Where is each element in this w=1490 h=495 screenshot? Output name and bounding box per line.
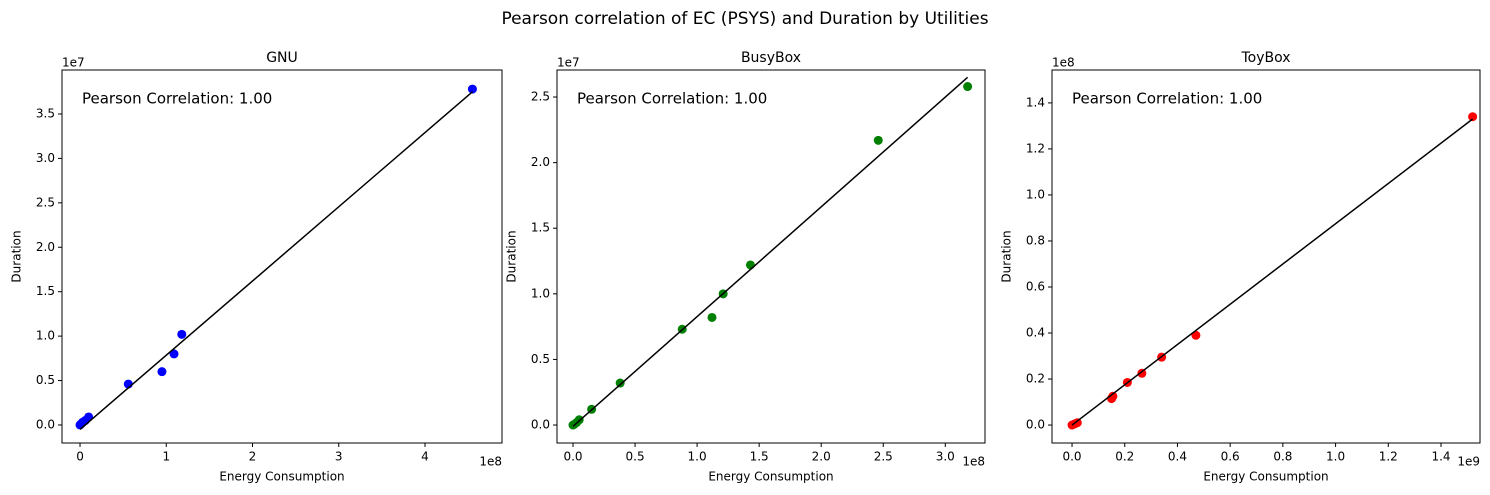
- x-tick-label: 1.4: [1431, 450, 1450, 464]
- point: [157, 367, 167, 377]
- annotation: Pearson Correlation: 1.00: [577, 90, 767, 108]
- y-tick-label: 1.5: [36, 284, 55, 298]
- y-tick-label: 1.0: [1026, 187, 1045, 201]
- x-tick-label: 0.8: [1273, 450, 1292, 464]
- subplot-title: ToyBox: [1240, 50, 1290, 66]
- subplot-title: BusyBox: [741, 50, 801, 66]
- x-tick-label: 0.5: [626, 450, 645, 464]
- y-tick-label: 1.5: [531, 221, 550, 235]
- x-axis-label: Energy Consumption: [708, 470, 833, 484]
- y-axis-label: Duration: [1000, 230, 1014, 282]
- y-tick-label: 1.0: [36, 329, 55, 343]
- y-offset-label: 1e7: [557, 56, 580, 70]
- figure-title: Pearson correlation of EC (PSYS) and Dur…: [501, 9, 988, 29]
- x-tick-label: 1.2: [1379, 450, 1398, 464]
- axes-frame: [556, 69, 986, 444]
- x-tick-label: 1.0: [1326, 450, 1345, 464]
- y-tick-label: 2.5: [36, 195, 55, 209]
- trend-line: [79, 91, 473, 430]
- y-tick-label: 0.2: [1026, 372, 1045, 386]
- y-tick-label: 2.5: [531, 90, 550, 104]
- x-tick-label: 3: [335, 450, 343, 464]
- x-axis-label: Energy Consumption: [1203, 470, 1328, 484]
- x-tick-label: 2.0: [812, 450, 831, 464]
- x-tick-label: 0.4: [1168, 450, 1187, 464]
- point: [467, 84, 477, 94]
- x-tick-label: 0: [76, 450, 84, 464]
- x-offset-label: 1e9: [1457, 455, 1480, 469]
- x-tick-label: 1.0: [688, 450, 707, 464]
- y-tick-label: 0.8: [1026, 233, 1045, 247]
- x-tick-label: 0.0: [1062, 450, 1081, 464]
- x-offset-label: 1e8: [479, 455, 502, 469]
- axes-frame: [1051, 69, 1481, 444]
- x-offset-label: 1e8: [962, 455, 985, 469]
- trend-line: [1071, 118, 1474, 426]
- annotation: Pearson Correlation: 1.00: [82, 90, 272, 108]
- point: [707, 312, 717, 322]
- point: [615, 378, 625, 388]
- point: [1137, 368, 1147, 378]
- y-tick-label: 0.0: [1026, 418, 1045, 432]
- point: [177, 329, 187, 339]
- x-tick-label: 1.5: [750, 450, 769, 464]
- x-axis-label: Energy Consumption: [219, 470, 344, 484]
- y-axis-label: Duration: [10, 230, 24, 282]
- x-tick-label: 2.5: [874, 450, 893, 464]
- y-tick-label: 1.0: [531, 286, 550, 300]
- point: [169, 349, 179, 359]
- point: [568, 420, 578, 430]
- y-tick-label: 2.0: [531, 155, 550, 169]
- x-tick-label: 0.6: [1221, 450, 1240, 464]
- point: [873, 135, 883, 145]
- y-tick-label: 0.5: [36, 373, 55, 387]
- y-tick-label: 0.5: [531, 352, 550, 366]
- y-offset-label: 1e8: [1052, 56, 1075, 70]
- y-tick-label: 1.2: [1026, 141, 1045, 155]
- y-tick-label: 0.0: [36, 417, 55, 431]
- y-axis-label: Duration: [505, 230, 519, 282]
- trend-line: [572, 76, 969, 427]
- annotation: Pearson Correlation: 1.00: [1072, 90, 1262, 108]
- y-tick-label: 1.4: [1026, 95, 1045, 109]
- point: [745, 260, 755, 270]
- y-offset-label: 1e7: [62, 56, 85, 70]
- x-tick-label: 2: [249, 450, 257, 464]
- axes-frame: [61, 69, 503, 444]
- y-tick-label: 0.6: [1026, 279, 1045, 293]
- y-tick-label: 2.0: [36, 240, 55, 254]
- subplot-title: GNU: [266, 50, 298, 66]
- point: [75, 420, 85, 430]
- y-tick-label: 0.4: [1026, 326, 1045, 340]
- y-tick-label: 0.0: [531, 418, 550, 432]
- y-tick-label: 3.5: [36, 106, 55, 120]
- point: [1468, 112, 1478, 122]
- x-tick-label: 4: [421, 450, 429, 464]
- x-tick-label: 0.2: [1115, 450, 1134, 464]
- x-tick-label: 0.0: [563, 450, 582, 464]
- point: [963, 82, 973, 92]
- x-tick-label: 1: [162, 450, 170, 464]
- x-tick-label: 3.0: [936, 450, 955, 464]
- y-tick-label: 3.0: [36, 151, 55, 165]
